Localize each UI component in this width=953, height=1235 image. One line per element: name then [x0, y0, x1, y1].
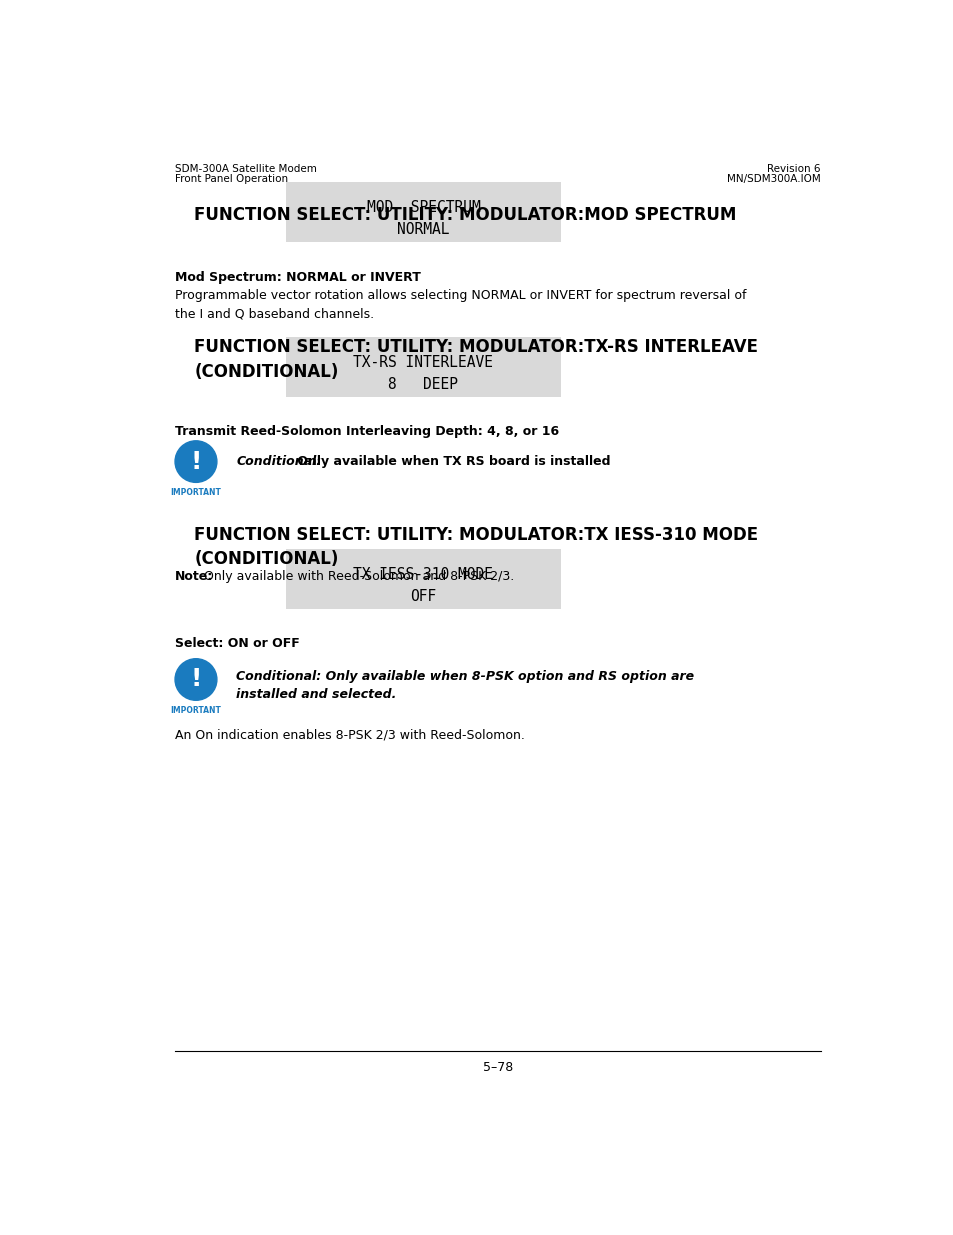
Text: NORMAL: NORMAL [396, 222, 449, 237]
Text: Mod Spectrum: NORMAL or INVERT: Mod Spectrum: NORMAL or INVERT [174, 272, 420, 284]
Text: IMPORTANT: IMPORTANT [171, 705, 221, 715]
Text: Select: ON or OFF: Select: ON or OFF [174, 637, 299, 650]
Text: FUNCTION SELECT: UTILITY: MODULATOR:MOD SPECTRUM: FUNCTION SELECT: UTILITY: MODULATOR:MOD … [194, 206, 736, 224]
Text: 5–78: 5–78 [482, 1061, 513, 1073]
Text: MN/SDM300A.IOM: MN/SDM300A.IOM [726, 174, 820, 184]
Text: TX-RS INTERLEAVE: TX-RS INTERLEAVE [353, 354, 493, 369]
FancyBboxPatch shape [286, 548, 560, 609]
Circle shape [174, 658, 216, 700]
FancyBboxPatch shape [286, 182, 560, 242]
Text: !: ! [190, 450, 201, 473]
Text: (CONDITIONAL): (CONDITIONAL) [194, 363, 338, 382]
Text: !: ! [190, 667, 201, 692]
Text: TX IESS-310 MODE: TX IESS-310 MODE [353, 567, 493, 582]
Text: Conditional: Only available when 8-PSK option and RS option are
installed and se: Conditional: Only available when 8-PSK o… [236, 671, 694, 700]
Text: Front Panel Operation: Front Panel Operation [174, 174, 288, 184]
Text: FUNCTION SELECT: UTILITY: MODULATOR:TX IESS-310 MODE: FUNCTION SELECT: UTILITY: MODULATOR:TX I… [194, 526, 758, 543]
Text: (CONDITIONAL): (CONDITIONAL) [194, 550, 338, 568]
Text: Revision 6: Revision 6 [766, 163, 820, 174]
Text: Only available with Reed-Solomon and 8-PSK 2/3.: Only available with Reed-Solomon and 8-P… [199, 571, 514, 583]
Text: Programmable vector rotation allows selecting NORMAL or INVERT for spectrum reve: Programmable vector rotation allows sele… [174, 289, 746, 321]
Text: MOD  SPECTRUM: MOD SPECTRUM [366, 200, 479, 215]
Text: OFF: OFF [410, 589, 436, 604]
Text: 8   DEEP: 8 DEEP [388, 377, 458, 391]
Text: IMPORTANT: IMPORTANT [171, 488, 221, 496]
Text: FUNCTION SELECT: UTILITY: MODULATOR:TX-RS INTERLEAVE: FUNCTION SELECT: UTILITY: MODULATOR:TX-R… [194, 338, 758, 357]
Text: Note:: Note: [174, 571, 213, 583]
Text: Transmit Reed-Solomon Interleaving Depth: 4, 8, or 16: Transmit Reed-Solomon Interleaving Depth… [174, 425, 558, 438]
Text: An On indication enables 8-PSK 2/3 with Reed-Solomon.: An On indication enables 8-PSK 2/3 with … [174, 727, 524, 741]
Circle shape [174, 441, 216, 483]
FancyBboxPatch shape [286, 337, 560, 396]
Text: Only available when TX RS board is installed: Only available when TX RS board is insta… [293, 456, 610, 468]
Text: Conditional:: Conditional: [236, 456, 321, 468]
Text: SDM-300A Satellite Modem: SDM-300A Satellite Modem [174, 163, 316, 174]
